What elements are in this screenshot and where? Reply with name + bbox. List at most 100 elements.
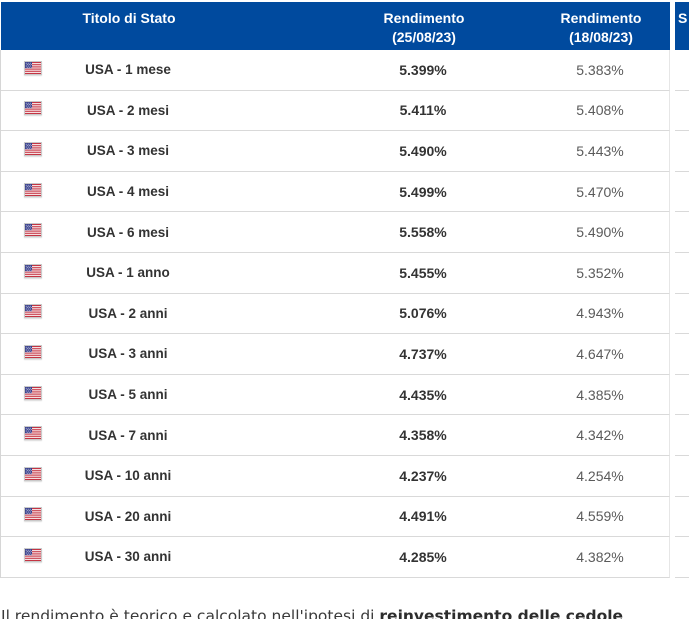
table-header: Titolo di Stato Rendimento (25/08/23) Re… [1, 2, 670, 50]
cutoff-column-cell [675, 50, 689, 91]
cutoff-column-cell [675, 415, 689, 456]
flag-cell [1, 304, 64, 322]
usa-flag-icon [23, 507, 42, 522]
yield-previous: 5.383% [576, 61, 624, 78]
table-row-main: USA - 4 mesi 5.499% 5.470% [1, 171, 670, 213]
usa-flag-icon [23, 304, 42, 319]
security-name: USA - 1 anno [86, 265, 170, 281]
usa-flag-icon [23, 223, 42, 238]
usa-flag-icon [23, 182, 42, 197]
yield-previous: 5.443% [576, 142, 624, 159]
header-rendimento-previous: Rendimento (18/08/23) [532, 9, 670, 50]
footnote: Il rendimento è teorico e calcolato nell… [1, 606, 689, 619]
security-name: USA - 1 mese [85, 62, 171, 78]
footnote-bold-text: reinvestimento delle cedole [379, 606, 624, 619]
yield-current: 4.737% [399, 345, 447, 362]
table-row: USA - 7 anni 4.358% 4.342% [1, 415, 689, 456]
yield-current: 4.358% [399, 427, 447, 444]
table-row-main: USA - 6 mesi 5.558% 5.490% [1, 212, 670, 253]
header-rendimento-current: Rendimento (25/08/23) [316, 9, 532, 50]
table-body: USA - 1 mese 5.399% 5.383% [0, 50, 689, 578]
cutoff-column-cell [675, 172, 689, 213]
table-row-main: USA - 5 anni 4.435% 4.385% [1, 374, 670, 416]
yield-current: 4.237% [399, 467, 447, 484]
table-row: USA - 4 mesi 5.499% 5.470% [1, 171, 689, 213]
cutoff-column-cell [675, 537, 689, 578]
security-name: USA - 2 mesi [86, 102, 170, 118]
table-row: USA - 3 anni 4.737% 4.647% [1, 334, 689, 375]
security-name: USA - 20 anni [84, 508, 172, 524]
flag-cell [1, 344, 64, 363]
yield-previous: 5.352% [576, 264, 624, 281]
footnote-regular-text: Il rendimento è teorico e calcolato nell… [1, 606, 380, 619]
table-row-main: USA - 2 mesi 5.411% 5.408% [1, 90, 670, 132]
header-cutoff-column: S [675, 2, 689, 50]
table-row: USA - 30 anni 4.285% 4.382% [1, 537, 689, 578]
flag-cell [1, 60, 64, 79]
flag-cell [1, 507, 64, 525]
cutoff-column-cell [675, 456, 689, 497]
usa-flag-icon [23, 141, 42, 156]
flag-cell [1, 223, 64, 241]
yield-previous: 5.408% [576, 102, 624, 119]
security-name: USA - 6 mesi [86, 224, 170, 240]
table-row-main: USA - 20 anni 4.491% 4.559% [1, 496, 670, 538]
yield-current: 4.491% [399, 508, 447, 525]
yield-current: 5.558% [399, 224, 447, 241]
security-name: USA - 4 mesi [86, 184, 170, 200]
flag-cell [1, 547, 64, 566]
yield-current: 5.076% [399, 305, 447, 322]
usa-flag-icon [23, 547, 42, 562]
usa-flag-icon [23, 426, 42, 441]
yield-previous: 4.943% [576, 305, 624, 322]
table-row: USA - 1 mese 5.399% 5.383% [1, 50, 689, 91]
table-row-main: USA - 3 anni 4.737% 4.647% [1, 334, 670, 375]
cutoff-column-cell [675, 294, 689, 335]
usa-flag-icon [23, 60, 42, 75]
yield-previous: 4.647% [576, 345, 624, 362]
security-name: USA - 30 anni [84, 549, 172, 565]
yield-current: 5.455% [399, 264, 447, 281]
flag-cell [1, 466, 64, 485]
security-name: USA - 3 mesi [86, 143, 170, 159]
security-name: USA - 3 anni [88, 346, 168, 362]
flag-cell [1, 182, 64, 201]
table-row: USA - 20 anni 4.491% 4.559% [1, 496, 689, 538]
header-rendimento-previous-date: (18/08/23) [569, 29, 633, 45]
security-name: USA - 10 anni [84, 468, 172, 484]
yield-previous: 4.342% [576, 427, 624, 444]
yield-previous: 4.559% [576, 508, 624, 525]
flag-cell [1, 426, 64, 444]
yield-current: 5.490% [399, 142, 447, 159]
header-titolo-di-stato: Titolo di Stato [82, 10, 176, 26]
flag-cell [1, 385, 64, 404]
yield-current: 5.411% [399, 102, 447, 119]
header-rendimento-current-line1: Rendimento [383, 10, 465, 26]
header-rendimento-previous-line1: Rendimento [560, 10, 642, 26]
cutoff-column-cell [675, 334, 689, 375]
flag-cell [1, 101, 64, 119]
table-row: USA - 10 anni 4.237% 4.254% [1, 455, 689, 497]
cutoff-column-cell [675, 91, 689, 132]
table-row-main: USA - 2 anni 5.076% 4.943% [1, 293, 670, 335]
cutoff-column-cell [675, 131, 689, 172]
table-row: USA - 6 mesi 5.558% 5.490% [1, 212, 689, 253]
yield-current: 4.435% [399, 386, 447, 403]
flag-cell [1, 263, 64, 282]
cutoff-column-cell [675, 375, 689, 416]
government-bond-yields-table: Titolo di Stato Rendimento (25/08/23) Re… [0, 2, 689, 578]
yield-current: 4.285% [399, 548, 447, 565]
cutoff-column-cell [675, 212, 689, 253]
table-row: USA - 2 anni 5.076% 4.943% [1, 293, 689, 335]
yield-previous: 5.470% [576, 183, 624, 200]
table-header-row: Titolo di Stato Rendimento (25/08/23) Re… [0, 2, 689, 50]
table-row-main: USA - 7 anni 4.358% 4.342% [1, 415, 670, 456]
header-flag-column [1, 9, 65, 50]
table-row-main: USA - 1 mese 5.399% 5.383% [1, 50, 670, 91]
table-row: USA - 3 mesi 5.490% 5.443% [1, 131, 689, 172]
table-row-main: USA - 1 anno 5.455% 5.352% [1, 252, 670, 294]
table-row-main: USA - 3 mesi 5.490% 5.443% [1, 131, 670, 172]
security-name: USA - 2 anni [88, 305, 168, 321]
header-spacer [193, 9, 316, 50]
